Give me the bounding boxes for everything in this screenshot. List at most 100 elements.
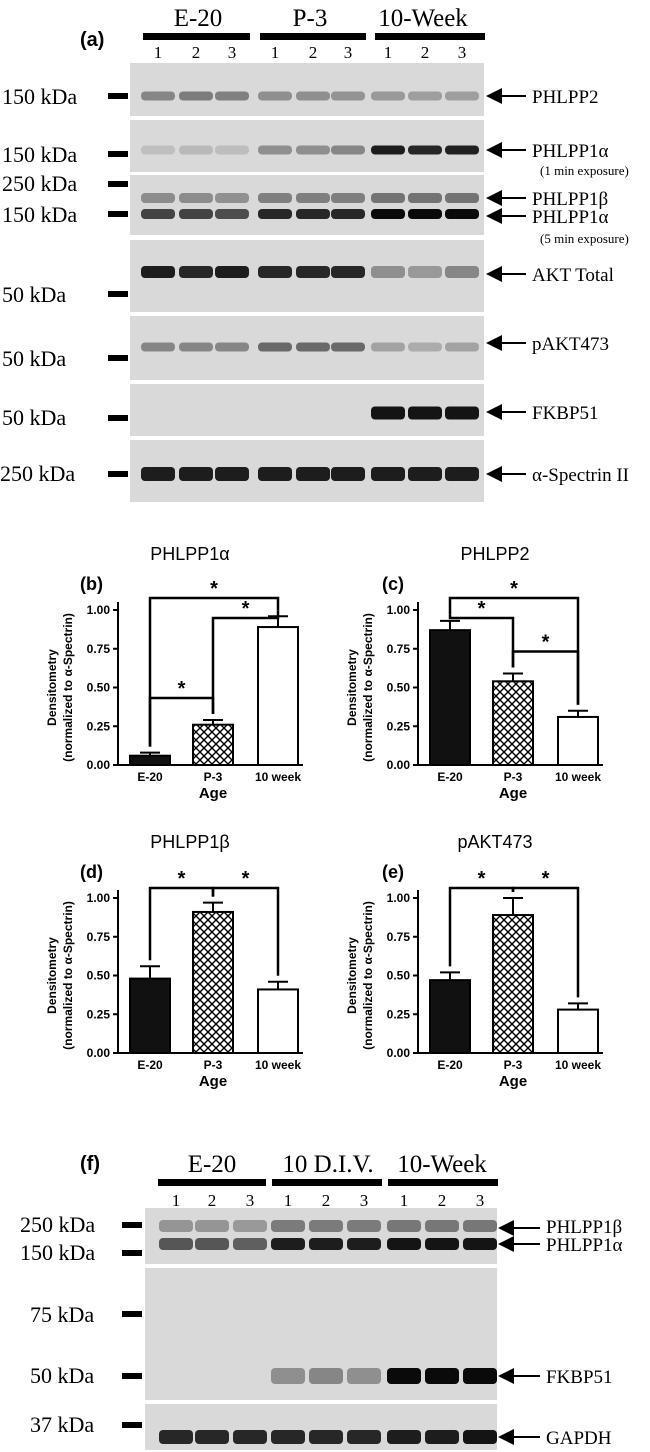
group-bar-p3 xyxy=(260,33,366,40)
significance-bracket xyxy=(448,596,580,705)
protein-label: PHLPP2 xyxy=(532,87,599,108)
panel-a-band xyxy=(445,406,479,420)
panel-f-band xyxy=(463,1368,497,1384)
bar-p-3 xyxy=(492,680,534,766)
panel-f-band xyxy=(463,1238,497,1250)
significance-bracket xyxy=(448,614,515,668)
significance-star: * xyxy=(542,632,550,654)
group-bar-e20 xyxy=(143,33,250,40)
y-axis-label: (normalized to α-Spectrin) xyxy=(361,901,375,1050)
panel-f-band xyxy=(347,1220,381,1232)
protein-label: α-Spectrin II xyxy=(532,465,629,486)
panel-f-western-blot: (f) E-20 10 D.I.V. 10-Week 1 2 3 1 2 3 1… xyxy=(20,1151,623,1450)
panel-a-band xyxy=(296,266,330,278)
y-tick-label: 1.00 xyxy=(87,603,111,617)
chart-panel-label: (c) xyxy=(382,574,404,594)
x-axis-label: Age xyxy=(199,1073,227,1090)
y-axis-label: Densitometry xyxy=(345,937,359,1014)
mw-marker xyxy=(122,1373,142,1379)
x-tick-label: E-20 xyxy=(437,770,463,784)
group-label-p3: P-3 xyxy=(293,5,328,32)
panel-a-band xyxy=(371,91,405,101)
significance-bracket xyxy=(211,610,280,715)
mw-marker xyxy=(108,355,128,361)
panel-f-band xyxy=(425,1430,459,1444)
panel-a-band xyxy=(296,91,330,101)
panel-f-band xyxy=(271,1238,305,1250)
significance-star: * xyxy=(478,868,486,890)
lane-number: 2 xyxy=(322,1191,331,1210)
panel-f-band xyxy=(195,1238,229,1250)
x-tick-label: 10 week xyxy=(555,770,601,784)
panel-f-band xyxy=(195,1220,229,1232)
panel-a-band xyxy=(179,266,213,278)
panel-a-band xyxy=(258,342,292,352)
y-axis-label: Densitometry xyxy=(45,937,59,1014)
mw-label: 75 kDa xyxy=(30,1302,94,1327)
mw-label: 50 kDa xyxy=(30,1363,94,1388)
panel-a-band xyxy=(371,266,405,278)
panel-a-band xyxy=(258,266,292,278)
panel-a-band xyxy=(296,145,330,155)
group-label-10week: 10-Week xyxy=(397,1151,487,1178)
panel-a-band xyxy=(331,193,365,203)
x-tick-label: 10 week xyxy=(255,1058,301,1072)
y-axis-label: (normalized to α-Spectrin) xyxy=(61,613,75,762)
y-axis-label: (normalized to α-Spectrin) xyxy=(361,613,375,762)
panel-a-band xyxy=(179,145,213,155)
panel-a-band xyxy=(296,467,330,481)
panel-a-band xyxy=(445,467,479,481)
y-axis-label: (normalized to α-Spectrin) xyxy=(61,901,75,1050)
lane-number: 3 xyxy=(458,43,467,62)
protein-label: PHLPP1α xyxy=(532,141,609,162)
panel-a-label: (a) xyxy=(80,29,104,51)
lane-number: 2 xyxy=(192,43,201,62)
chart-title: pAKT473 xyxy=(457,832,532,852)
panel-a-band xyxy=(445,193,479,203)
panel-f-band xyxy=(425,1220,459,1232)
protein-label: AKT Total xyxy=(532,265,614,286)
panel-f-band xyxy=(309,1220,343,1232)
panel-f-band xyxy=(159,1430,193,1444)
y-axis-label: Densitometry xyxy=(345,649,359,726)
panel-a-band xyxy=(258,467,292,481)
panel-a-band xyxy=(141,467,175,481)
exposure-note: (1 min exposure) xyxy=(540,163,629,178)
bar-e-20 xyxy=(429,979,471,1055)
lane-number: 2 xyxy=(421,43,430,62)
panel-a-band xyxy=(296,342,330,352)
panel-a-band xyxy=(141,91,175,101)
mw-label: 250 kDa xyxy=(0,461,75,486)
panel-a-band xyxy=(371,406,405,420)
panel-a-band xyxy=(408,193,442,203)
bar-10-week xyxy=(257,626,299,766)
panel-a-band xyxy=(215,193,249,203)
mw-marker xyxy=(108,93,128,99)
panel-f-band xyxy=(309,1238,343,1250)
x-axis-label: Age xyxy=(499,1073,527,1090)
chart-3: pAKT473 (e) 0.00 0.25 0.50 0.75 1.00 Densitomet… xyxy=(345,832,603,1090)
mw-marker xyxy=(108,151,128,157)
x-tick-label: E-20 xyxy=(137,770,163,784)
panel-a-band xyxy=(179,467,213,481)
bar-10-week xyxy=(257,988,299,1055)
y-tick-label: 1.00 xyxy=(387,891,411,905)
lane-number: 1 xyxy=(384,43,393,62)
significance-bracket xyxy=(511,886,580,998)
panel-f-band xyxy=(233,1430,267,1444)
mw-label: 50 kDa xyxy=(2,282,66,307)
significance-star: * xyxy=(178,678,186,700)
y-tick-label: 0.75 xyxy=(387,642,411,656)
panel-f-band xyxy=(271,1220,305,1232)
panel-f-blot-strip xyxy=(145,1208,497,1264)
chart-panel-label: (b) xyxy=(80,574,103,594)
panel-f-band xyxy=(463,1220,497,1232)
y-tick-label: 1.00 xyxy=(87,891,111,905)
chart-title: PHLPP2 xyxy=(460,544,529,564)
exposure-note: (5 min exposure) xyxy=(540,231,629,246)
panel-f-band xyxy=(159,1220,193,1232)
panel-a-band xyxy=(371,467,405,481)
panel-f-band xyxy=(347,1430,381,1444)
significance-bracket xyxy=(211,886,280,976)
